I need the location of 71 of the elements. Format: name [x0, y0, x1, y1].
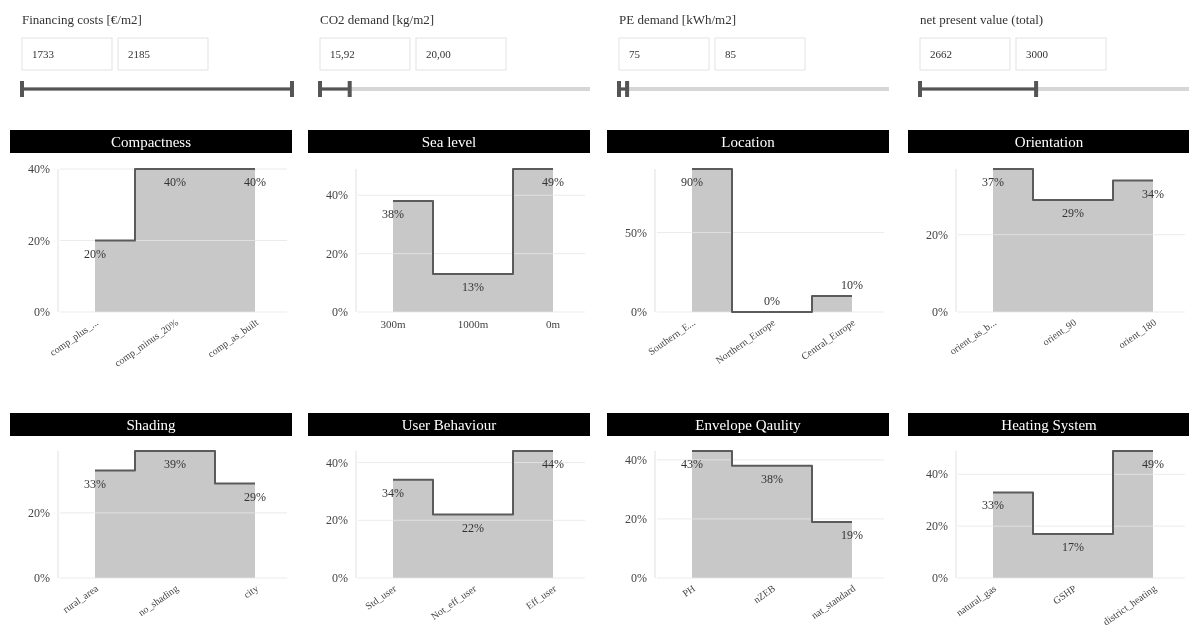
- text: 1733: [32, 48, 55, 60]
- data-label: 49%: [542, 175, 564, 189]
- y-tick-label: 0%: [932, 305, 948, 319]
- y-tick-label: 20%: [28, 505, 50, 520]
- y-tick-label: 0%: [34, 571, 50, 585]
- chart-title: Sea level: [421, 134, 477, 150]
- y-tick-label: 20%: [926, 519, 948, 534]
- y-tick-label: 50%: [625, 225, 647, 240]
- data-label: 33%: [982, 498, 1004, 513]
- text: 75: [629, 48, 641, 60]
- data-label: 90%: [681, 175, 703, 189]
- data-label: 44%: [542, 457, 564, 471]
- data-label: 13%: [462, 280, 484, 295]
- data-label: 34%: [382, 485, 404, 500]
- chart-title: Orientation: [1014, 134, 1084, 150]
- data-label: 29%: [1062, 205, 1084, 220]
- chart-title: Location: [721, 134, 776, 150]
- y-tick-label: 40%: [28, 162, 50, 176]
- text: 85: [725, 48, 737, 60]
- x-tick-label: nZEB: [751, 582, 778, 606]
- y-tick-label: 20%: [28, 233, 50, 248]
- text: 20,00: [426, 48, 452, 60]
- chart-title: Envelope Qaulity: [695, 417, 802, 433]
- x-tick-label: 0m: [545, 318, 561, 330]
- y-tick-label: 0%: [332, 305, 348, 319]
- y-tick-label: 0%: [34, 305, 50, 319]
- y-tick-label: 20%: [625, 511, 647, 526]
- y-tick-label: 40%: [326, 188, 348, 203]
- text: 15,92: [330, 48, 355, 60]
- chart-title: Shading: [126, 417, 177, 433]
- text: 2185: [128, 48, 151, 60]
- data-label: 29%: [244, 489, 266, 504]
- data-label: 10%: [841, 278, 863, 293]
- x-tick-label: 1000m: [457, 318, 489, 330]
- data-label: 38%: [761, 471, 783, 486]
- x-tick-label: 300m: [380, 318, 406, 330]
- chart-title: Heating System: [1001, 417, 1098, 433]
- chart-title: Compactness: [111, 134, 192, 150]
- data-label: 19%: [841, 527, 863, 542]
- y-tick-label: 0%: [631, 571, 647, 585]
- y-tick-label: 0%: [932, 571, 948, 585]
- chart-title: User Behaviour: [401, 417, 497, 433]
- text: PE demand [kWh/m2]: [619, 12, 736, 27]
- data-label: 17%: [1062, 539, 1084, 554]
- x-tick-label: city: [241, 582, 261, 601]
- data-label: 39%: [164, 457, 186, 471]
- y-tick-label: 40%: [326, 455, 348, 470]
- data-label: 43%: [681, 457, 703, 471]
- data-label: 38%: [382, 207, 404, 222]
- text: 3000: [1026, 48, 1049, 60]
- data-label: 33%: [84, 476, 106, 491]
- data-label: 20%: [84, 246, 106, 261]
- data-label: 0%: [764, 294, 780, 308]
- y-tick-label: 20%: [926, 227, 948, 242]
- data-label: 40%: [244, 175, 266, 189]
- y-tick-label: 0%: [332, 571, 348, 585]
- data-label: 22%: [462, 520, 484, 535]
- data-label: 34%: [1142, 186, 1164, 201]
- text: 2662: [930, 48, 952, 60]
- data-label: 40%: [164, 175, 186, 189]
- y-tick-label: 20%: [326, 246, 348, 261]
- y-tick-label: 40%: [926, 467, 948, 482]
- text: CO2 demand [kg/m2]: [320, 12, 435, 27]
- data-label: 49%: [1142, 457, 1164, 471]
- text: Financing costs [€/m2]: [22, 12, 142, 27]
- y-tick-label: 40%: [625, 452, 647, 467]
- x-tick-label: PH: [680, 582, 698, 599]
- y-tick-label: 0%: [631, 305, 647, 319]
- text: net present value (total): [920, 12, 1044, 27]
- data-label: 37%: [982, 175, 1004, 189]
- y-tick-label: 20%: [326, 513, 348, 528]
